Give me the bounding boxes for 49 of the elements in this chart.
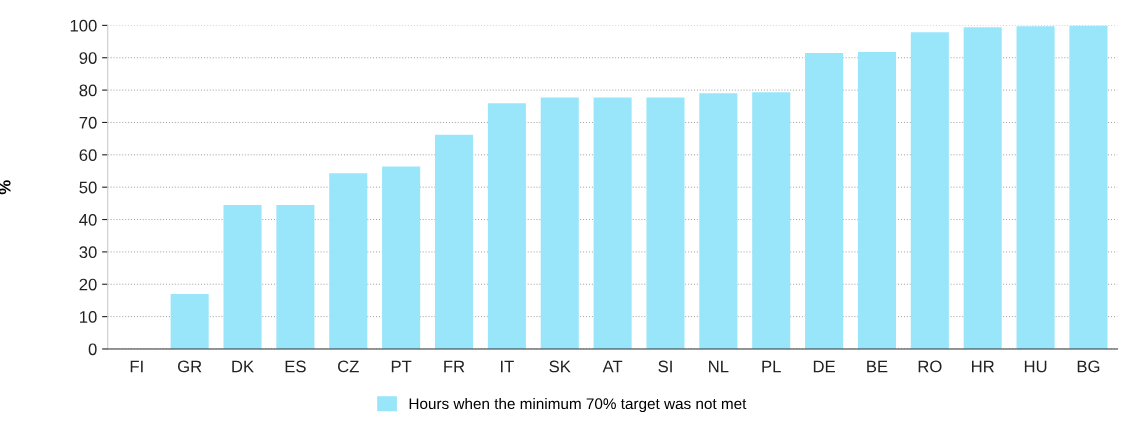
y-tick-label: 80 xyxy=(79,84,97,97)
bar xyxy=(487,103,526,349)
bar xyxy=(593,97,632,349)
x-tick-label: PL xyxy=(762,360,781,373)
x-tick-label: GR xyxy=(178,360,202,373)
bar xyxy=(963,27,1002,349)
legend-label: Hours when the minimum 70% target was not met xyxy=(409,397,747,413)
bar xyxy=(1016,26,1055,349)
y-tick-label: 90 xyxy=(79,52,97,64)
x-tick-label: HR xyxy=(972,360,994,373)
y-tick-label: 40 xyxy=(79,213,97,226)
bar xyxy=(752,92,791,349)
x-tick-label: BE xyxy=(867,360,888,373)
bar xyxy=(170,293,209,349)
x-tick-label: HU xyxy=(1024,360,1047,373)
x-tick-label: ES xyxy=(285,360,306,373)
bar xyxy=(329,173,368,349)
x-tick-label: AT xyxy=(602,360,623,373)
bar xyxy=(805,52,844,349)
y-tick-label: 20 xyxy=(79,278,97,291)
y-tick-label: 100 xyxy=(70,19,97,32)
x-tick-label: NL xyxy=(709,360,729,373)
x-tick-label: SI xyxy=(658,360,672,373)
bar xyxy=(646,97,685,349)
x-tick-label: CZ xyxy=(338,360,359,373)
y-tick-label: 30 xyxy=(79,246,97,259)
x-tick-label: FI xyxy=(130,360,143,373)
x-tick-label: IT xyxy=(501,360,514,373)
x-tick-label: DE xyxy=(813,360,835,373)
bar xyxy=(434,134,474,349)
bar xyxy=(540,97,579,349)
y-tick-label: 70 xyxy=(79,116,97,129)
x-tick-label: BG xyxy=(1077,360,1100,373)
bar xyxy=(382,166,421,349)
bar xyxy=(699,93,738,349)
x-tick-label: DK xyxy=(232,360,254,373)
bar xyxy=(910,32,949,349)
y-tick-label: 60 xyxy=(79,149,97,162)
bar xyxy=(223,204,262,349)
x-tick-label: SK xyxy=(549,360,571,373)
y-tick-label: 0 xyxy=(88,343,97,356)
x-tick-label: FR xyxy=(444,360,465,373)
bar xyxy=(857,51,896,349)
bar xyxy=(1069,25,1108,349)
x-tick-label: PT xyxy=(391,360,412,373)
bar xyxy=(276,204,315,349)
y-tick-label: 10 xyxy=(80,311,97,323)
y-tick-label: 50 xyxy=(79,181,97,194)
x-tick-label: RO xyxy=(918,360,942,373)
